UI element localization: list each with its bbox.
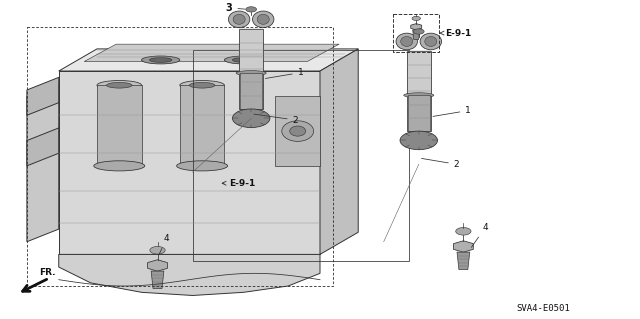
Ellipse shape [177,161,228,171]
Ellipse shape [232,58,255,62]
Text: 4: 4 [471,223,488,247]
Ellipse shape [233,14,245,24]
Text: SVA4-E0501: SVA4-E0501 [516,304,570,313]
Ellipse shape [290,126,306,136]
Circle shape [400,131,438,150]
Text: 1: 1 [266,68,303,78]
Text: 2: 2 [422,159,460,169]
Polygon shape [148,260,168,271]
Polygon shape [180,85,225,166]
Ellipse shape [228,11,250,28]
Polygon shape [457,252,470,270]
Polygon shape [413,30,420,40]
Polygon shape [27,77,59,115]
Ellipse shape [425,36,437,47]
Polygon shape [411,24,422,30]
Text: E-9-1: E-9-1 [222,179,256,188]
Polygon shape [27,84,59,242]
Circle shape [456,227,471,235]
Polygon shape [27,128,59,166]
Polygon shape [320,49,358,254]
Ellipse shape [97,80,141,90]
Polygon shape [239,29,263,109]
Polygon shape [97,85,141,166]
Text: 1: 1 [433,106,471,116]
Ellipse shape [106,82,132,88]
Polygon shape [84,44,339,62]
Text: 2: 2 [254,114,298,124]
Polygon shape [151,271,164,288]
Text: E-9-1: E-9-1 [440,29,472,38]
Circle shape [150,247,165,254]
Ellipse shape [282,121,314,141]
Text: FR.: FR. [40,269,56,278]
Circle shape [232,109,270,128]
Text: 3: 3 [226,3,245,13]
Polygon shape [407,51,431,131]
Ellipse shape [189,82,215,88]
Ellipse shape [404,93,434,98]
Circle shape [412,16,420,20]
Ellipse shape [420,33,442,50]
Text: 4: 4 [159,234,170,255]
Ellipse shape [150,58,172,62]
Polygon shape [59,71,320,254]
Ellipse shape [225,56,262,64]
Polygon shape [241,73,262,109]
Ellipse shape [180,80,225,90]
Ellipse shape [141,56,180,64]
Polygon shape [454,241,474,252]
Ellipse shape [257,14,269,24]
Ellipse shape [396,33,417,50]
Circle shape [246,7,257,12]
Ellipse shape [94,161,145,171]
Polygon shape [59,254,320,295]
Circle shape [413,29,424,34]
Polygon shape [275,96,320,166]
Ellipse shape [253,11,274,28]
Ellipse shape [236,70,266,76]
Polygon shape [59,49,358,71]
Polygon shape [408,95,429,131]
Ellipse shape [401,36,413,47]
